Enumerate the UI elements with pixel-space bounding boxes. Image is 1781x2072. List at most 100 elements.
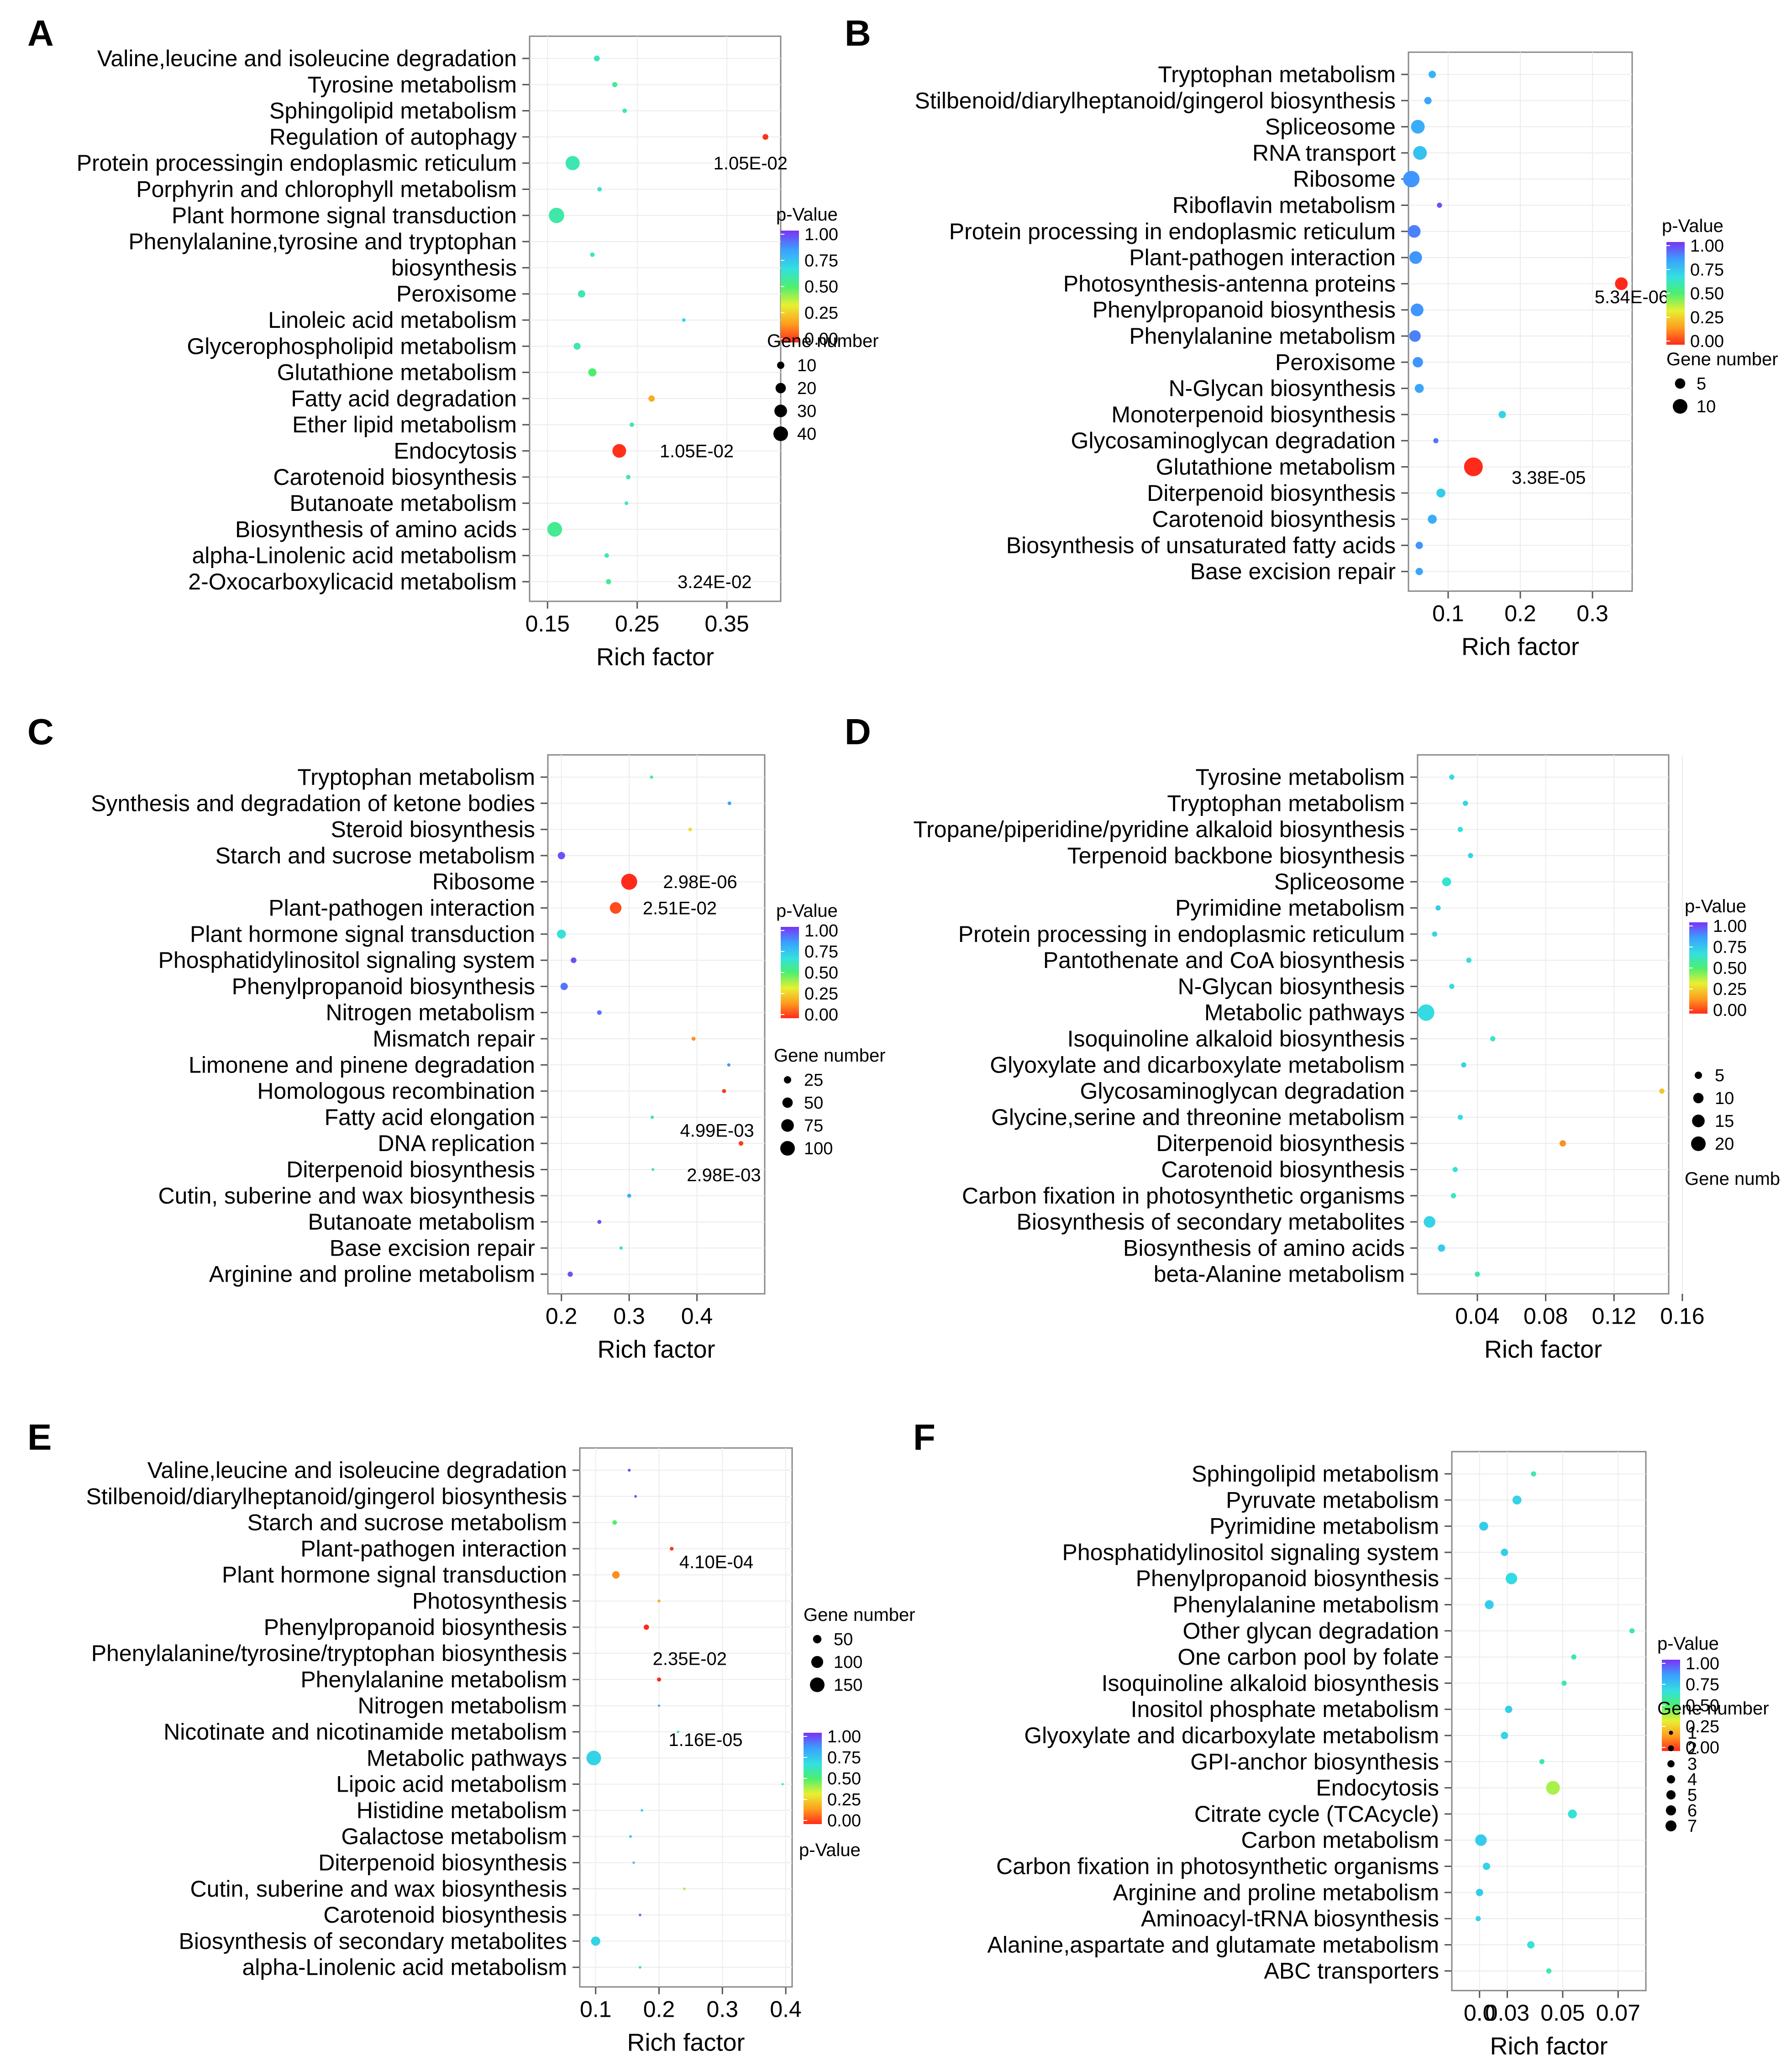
pathway-label: 2-Oxocarboxylicacid metabolism: [188, 569, 517, 594]
pathway-label: beta-Alanine metabolism: [1154, 1262, 1405, 1287]
colorbar-tick-label: 1.00: [1690, 237, 1724, 256]
pathway-label: Spliceosome: [1274, 869, 1405, 894]
panel-letter-c: C: [27, 711, 54, 752]
pathway-label: Carbon metabolism: [1241, 1827, 1439, 1853]
data-point: [1432, 931, 1438, 937]
size-legend-dot: [811, 1656, 824, 1668]
data-point: [606, 579, 611, 584]
pathway-label: Diterpenoid biosynthesis: [1147, 480, 1396, 506]
plot-frame: [547, 754, 766, 1295]
x-tick-label: 0.25: [615, 611, 659, 636]
size-legend-label: 15: [1715, 1112, 1734, 1131]
size-legend-title: Gene number: [1685, 1169, 1781, 1189]
pathway-label: Pyrimidine metabolism: [1209, 1514, 1439, 1539]
data-point: [612, 444, 626, 458]
data-point: [1463, 800, 1468, 806]
data-point: [1414, 384, 1424, 393]
x-tick-label: 0.03: [1485, 2000, 1529, 2026]
size-legend-label: 6: [1687, 1801, 1697, 1820]
pathway-label: Ribosome: [432, 869, 535, 894]
size-legend-label: 100: [834, 1653, 862, 1672]
colorbar-tick-label: 1.00: [804, 225, 838, 244]
colorbar-tick-label: 0.75: [804, 942, 838, 962]
data-point: [651, 1168, 655, 1171]
pathway-label: Peroxisome: [396, 281, 517, 307]
x-tick-label: 0.2: [546, 1304, 578, 1329]
x-tick-label: 0.07: [1596, 2000, 1640, 2026]
data-point: [1527, 1941, 1535, 1949]
pathway-label: Glycosaminoglycan degradation: [1071, 428, 1396, 453]
pathway-label: Isoquinoline alkaloid biosynthesis: [1102, 1670, 1439, 1696]
data-point: [1457, 826, 1463, 832]
pathway-label: Plant hormone signal transduction: [190, 921, 535, 947]
data-point: [648, 395, 655, 402]
pathway-label: Valine,leucine and isoleucine degradatio…: [97, 46, 517, 71]
size-legend-dot: [810, 1678, 825, 1692]
size-legend-label: 5: [1715, 1066, 1724, 1085]
panel-letter-b: B: [845, 13, 871, 53]
data-point: [632, 1861, 635, 1864]
data-point: [1438, 1244, 1445, 1252]
x-tick-label: 0.3: [613, 1304, 645, 1329]
data-point: [1475, 1272, 1480, 1277]
size-legend-label: 50: [834, 1630, 853, 1649]
data-point: [1629, 1628, 1635, 1634]
data-point: [1476, 1888, 1483, 1896]
pathway-label: Synthesis and degradation of ketone bodi…: [91, 790, 535, 816]
data-point: [1435, 905, 1441, 911]
data-point: [1505, 1572, 1518, 1584]
size-legend-dot: [1665, 1820, 1676, 1831]
pathway-label: Plant-pathogen interaction: [1129, 245, 1396, 270]
pathway-label: Tryptophan metabolism: [297, 764, 535, 790]
pathway-label: Limonene and pinene degradation: [189, 1052, 535, 1078]
size-legend-dot: [782, 1097, 793, 1108]
pathway-label: One carbon pool by folate: [1177, 1644, 1439, 1670]
pathway-label: ABC transporters: [1264, 1958, 1439, 1984]
pathway-label: Diterpenoid biosynthesis: [318, 1850, 567, 1876]
pathway-label: Carotenoid biosynthesis: [1161, 1157, 1405, 1183]
data-point: [670, 1546, 674, 1551]
pathway-label: Biosynthesis of amino acids: [235, 516, 517, 542]
size-legend-label: 10: [1697, 397, 1716, 416]
x-axis-label: Rich factor: [1461, 633, 1579, 661]
data-point: [578, 290, 585, 298]
panel-letter-e: E: [27, 1417, 52, 1457]
data-point: [727, 801, 731, 805]
pathway-label: Protein processing in endoplasmic reticu…: [958, 921, 1405, 947]
size-legend-label: 40: [797, 425, 816, 444]
size-legend-dot: [1695, 1072, 1702, 1079]
size-legend-title: Gene number: [804, 1605, 915, 1625]
data-point: [1415, 568, 1423, 575]
pathway-label: GPI-anchor biosynthesis: [1190, 1749, 1439, 1774]
x-tick-label: 0.16: [1660, 1304, 1704, 1329]
pathway-label: Porphyrin and chlorophyll metabolism: [136, 177, 517, 202]
data-point: [1457, 1115, 1463, 1120]
pathway-label: Ether lipid metabolism: [292, 412, 517, 437]
pathway-label: Biosynthesis of secondary metabolites: [179, 1928, 567, 1954]
pathway-label: Terpenoid backbone biosynthesis: [1067, 843, 1405, 868]
pathway-label: Ribosome: [1293, 166, 1396, 192]
pathway-label: Pyruvate metabolism: [1226, 1487, 1439, 1513]
size-legend-label: 75: [804, 1116, 823, 1136]
data-point: [1415, 542, 1423, 549]
x-tick-label: 0.2: [643, 1997, 675, 2022]
colorbar-title: p-Value: [1657, 1634, 1719, 1654]
pathway-label: Phenylalanine metabolism: [300, 1667, 567, 1692]
p-value-annotation: 5.34E-06: [1595, 287, 1669, 307]
size-legend-label: 10: [797, 356, 816, 375]
pathway-label: Butanoate metabolism: [308, 1209, 535, 1235]
size-legend-dot: [1693, 1093, 1704, 1104]
pathway-label: N-Glycan biosynthesis: [1178, 973, 1405, 999]
pathway-label: Diterpenoid biosynthesis: [1156, 1131, 1405, 1156]
size-legend-dot: [780, 1141, 795, 1156]
panel-letter-d: D: [845, 711, 871, 752]
data-point: [604, 553, 609, 558]
pathway-label: Homologous recombination: [257, 1078, 535, 1104]
pathway-label: Phenylalanine metabolism: [1129, 323, 1396, 349]
data-point: [738, 1141, 744, 1146]
data-point: [573, 342, 581, 350]
colorbar-tick-label: 0.25: [1713, 980, 1747, 999]
data-point: [1464, 457, 1483, 477]
